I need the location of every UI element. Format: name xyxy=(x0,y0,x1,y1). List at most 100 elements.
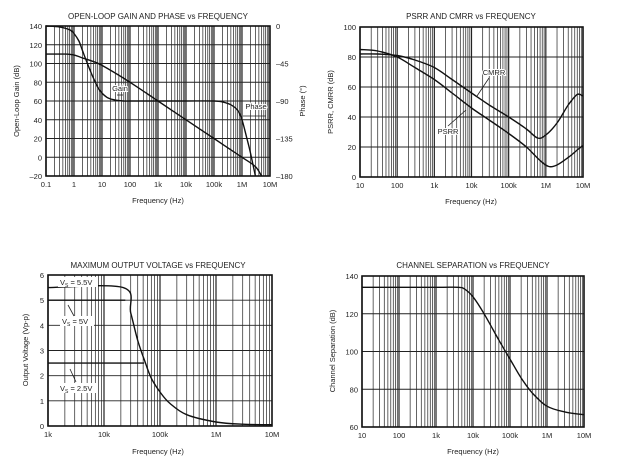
x-tick-label: 10M xyxy=(576,181,591,190)
x-tick-label: 100 xyxy=(393,431,406,440)
x-tick-label: 1k xyxy=(432,431,440,440)
y2-tick-label: 0 xyxy=(276,22,280,31)
y-tick-label: 40 xyxy=(348,113,356,122)
grid xyxy=(359,26,584,178)
annotation-vs-5v: VS = 5V xyxy=(60,304,94,328)
y-tick-label: 120 xyxy=(29,41,42,50)
x-tick-label: 1M xyxy=(541,181,551,190)
x-tick-label: 10k xyxy=(98,430,110,439)
y-tick-label: 60 xyxy=(350,423,358,432)
chart-title: OPEN-LOOP GAIN AND PHASE vs FREQUENCY xyxy=(68,12,249,21)
series-line-phase xyxy=(45,53,263,177)
y-tick-label: 20 xyxy=(348,143,356,152)
y-axis-label: Output Voltage (Vp-p) xyxy=(21,313,30,386)
x-tick-label: 10k xyxy=(180,180,192,189)
x-tick-label: 10k xyxy=(467,431,479,440)
series-line-vs-5-5v xyxy=(47,285,273,426)
chart-max-output-voltage: MAXIMUM OUTPUT VOLTAGE vs FREQUENCY Freq… xyxy=(21,261,279,456)
x-tick-label: 100k xyxy=(152,430,169,439)
x-axis-label: Frequency (Hz) xyxy=(445,197,497,206)
annotation-psrr-arrow xyxy=(447,109,467,127)
x-tick-label: 1k xyxy=(430,181,438,190)
x-tick-label: 0.1 xyxy=(41,180,51,189)
series xyxy=(359,48,584,168)
series xyxy=(45,25,263,177)
chart-title: MAXIMUM OUTPUT VOLTAGE vs FREQUENCY xyxy=(70,261,246,270)
svg-text:VS = 5V: VS = 5V xyxy=(62,317,88,328)
x-tick-label: 1M xyxy=(237,180,247,189)
annotation-vs-2-5v: VS = 2.5V xyxy=(58,368,98,395)
y-tick-label: 140 xyxy=(345,272,358,281)
y-tick-label: 60 xyxy=(348,83,356,92)
chart-psrr-cmrr: PSRR AND CMRR vs FREQUENCY Frequency (Hz… xyxy=(326,12,590,206)
annotation-cmrr: CMRR xyxy=(483,68,506,77)
plot-frame xyxy=(47,274,273,427)
x-tick-label: 10 xyxy=(358,431,366,440)
y2-axis-label: Phase (°) xyxy=(298,85,307,117)
annotation-gain: Gain xyxy=(112,84,128,93)
x-tick-label: 100k xyxy=(501,181,518,190)
x-axis-label: Frequency (Hz) xyxy=(132,196,184,205)
series-line-cmrr xyxy=(359,53,584,140)
series-line-channel-separation xyxy=(362,286,585,416)
y-tick-label: 40 xyxy=(34,116,42,125)
y-tick-label: 3 xyxy=(40,347,44,356)
x-tick-label: 10M xyxy=(263,180,278,189)
grid xyxy=(47,274,273,427)
x-tick-label: 1 xyxy=(72,180,76,189)
series xyxy=(47,285,273,426)
svg-text:VS = 5.5V: VS = 5.5V xyxy=(60,278,92,289)
annotation-psrr: PSRR xyxy=(438,127,459,136)
x-tick-label: 1M xyxy=(542,431,552,440)
y-tick-label: 140 xyxy=(29,22,42,31)
annotation-cmrr-arrow xyxy=(476,77,490,97)
y2-tick-label: –180 xyxy=(276,172,293,181)
x-axis-label: Frequency (Hz) xyxy=(132,447,184,456)
y-tick-label: 20 xyxy=(34,135,42,144)
y-tick-label: 1 xyxy=(40,397,44,406)
annotation-vs-5-5v: VS = 5.5V xyxy=(58,277,98,289)
y-axis-label: Channel Separation (dB) xyxy=(328,309,337,392)
x-axis-label: Frequency (Hz) xyxy=(447,447,499,456)
chart-channel-separation: CHANNEL SEPARATION vs FREQUENCY Frequenc… xyxy=(328,261,591,456)
y-tick-label: 100 xyxy=(343,23,356,32)
chart-title: PSRR AND CMRR vs FREQUENCY xyxy=(406,12,536,21)
series xyxy=(362,286,585,416)
grid xyxy=(45,25,271,177)
x-tick-label: 100k xyxy=(502,431,519,440)
y-tick-label: 4 xyxy=(40,321,44,330)
tick-labels: 100 80 60 40 20 010 100 1k 10k 100k 1M 10M xyxy=(343,23,590,190)
y-tick-label: 0 xyxy=(40,422,44,431)
y-tick-label: 120 xyxy=(345,310,358,319)
x-tick-label: 10M xyxy=(265,430,280,439)
y-tick-label: 80 xyxy=(34,78,42,87)
y2-tick-label: –45 xyxy=(276,60,289,69)
x-tick-label: 10 xyxy=(98,180,106,189)
tick-labels: 140 120 100 80 60 40 20 0 –200.1 1 10 100 1k 10k 100k 1… xyxy=(29,22,292,189)
x-tick-label: 1M xyxy=(211,430,221,439)
plot-frame xyxy=(45,25,271,177)
series-line-gain xyxy=(45,25,257,177)
x-tick-label: 1k xyxy=(44,430,52,439)
chart-title: CHANNEL SEPARATION vs FREQUENCY xyxy=(396,261,550,270)
x-tick-label: 100 xyxy=(124,180,137,189)
y-tick-label: 6 xyxy=(40,271,44,280)
svg-text:VS = 2.5V: VS = 2.5V xyxy=(60,384,92,395)
grid xyxy=(361,275,585,428)
plot-frame xyxy=(359,26,584,178)
y-axis-label: Open-Loop Gain (dB) xyxy=(12,65,21,137)
y-tick-label: 2 xyxy=(40,372,44,381)
y-tick-label: 80 xyxy=(348,53,356,62)
y-tick-label: 100 xyxy=(345,348,358,357)
x-tick-label: 10M xyxy=(577,431,592,440)
y-axis-label: PSRR, CMRR (dB) xyxy=(326,70,335,134)
y2-tick-label: –90 xyxy=(276,97,289,106)
y-tick-label: 5 xyxy=(40,296,44,305)
y-tick-label: 60 xyxy=(34,97,42,106)
chart-open-loop-gain-phase: OPEN-LOOP GAIN AND PHASE vs FREQUENCY Fr… xyxy=(12,12,307,205)
y-tick-label: 0 xyxy=(38,153,42,162)
annotation-phase: Phase xyxy=(245,102,266,111)
series-line-psrr xyxy=(359,48,584,168)
